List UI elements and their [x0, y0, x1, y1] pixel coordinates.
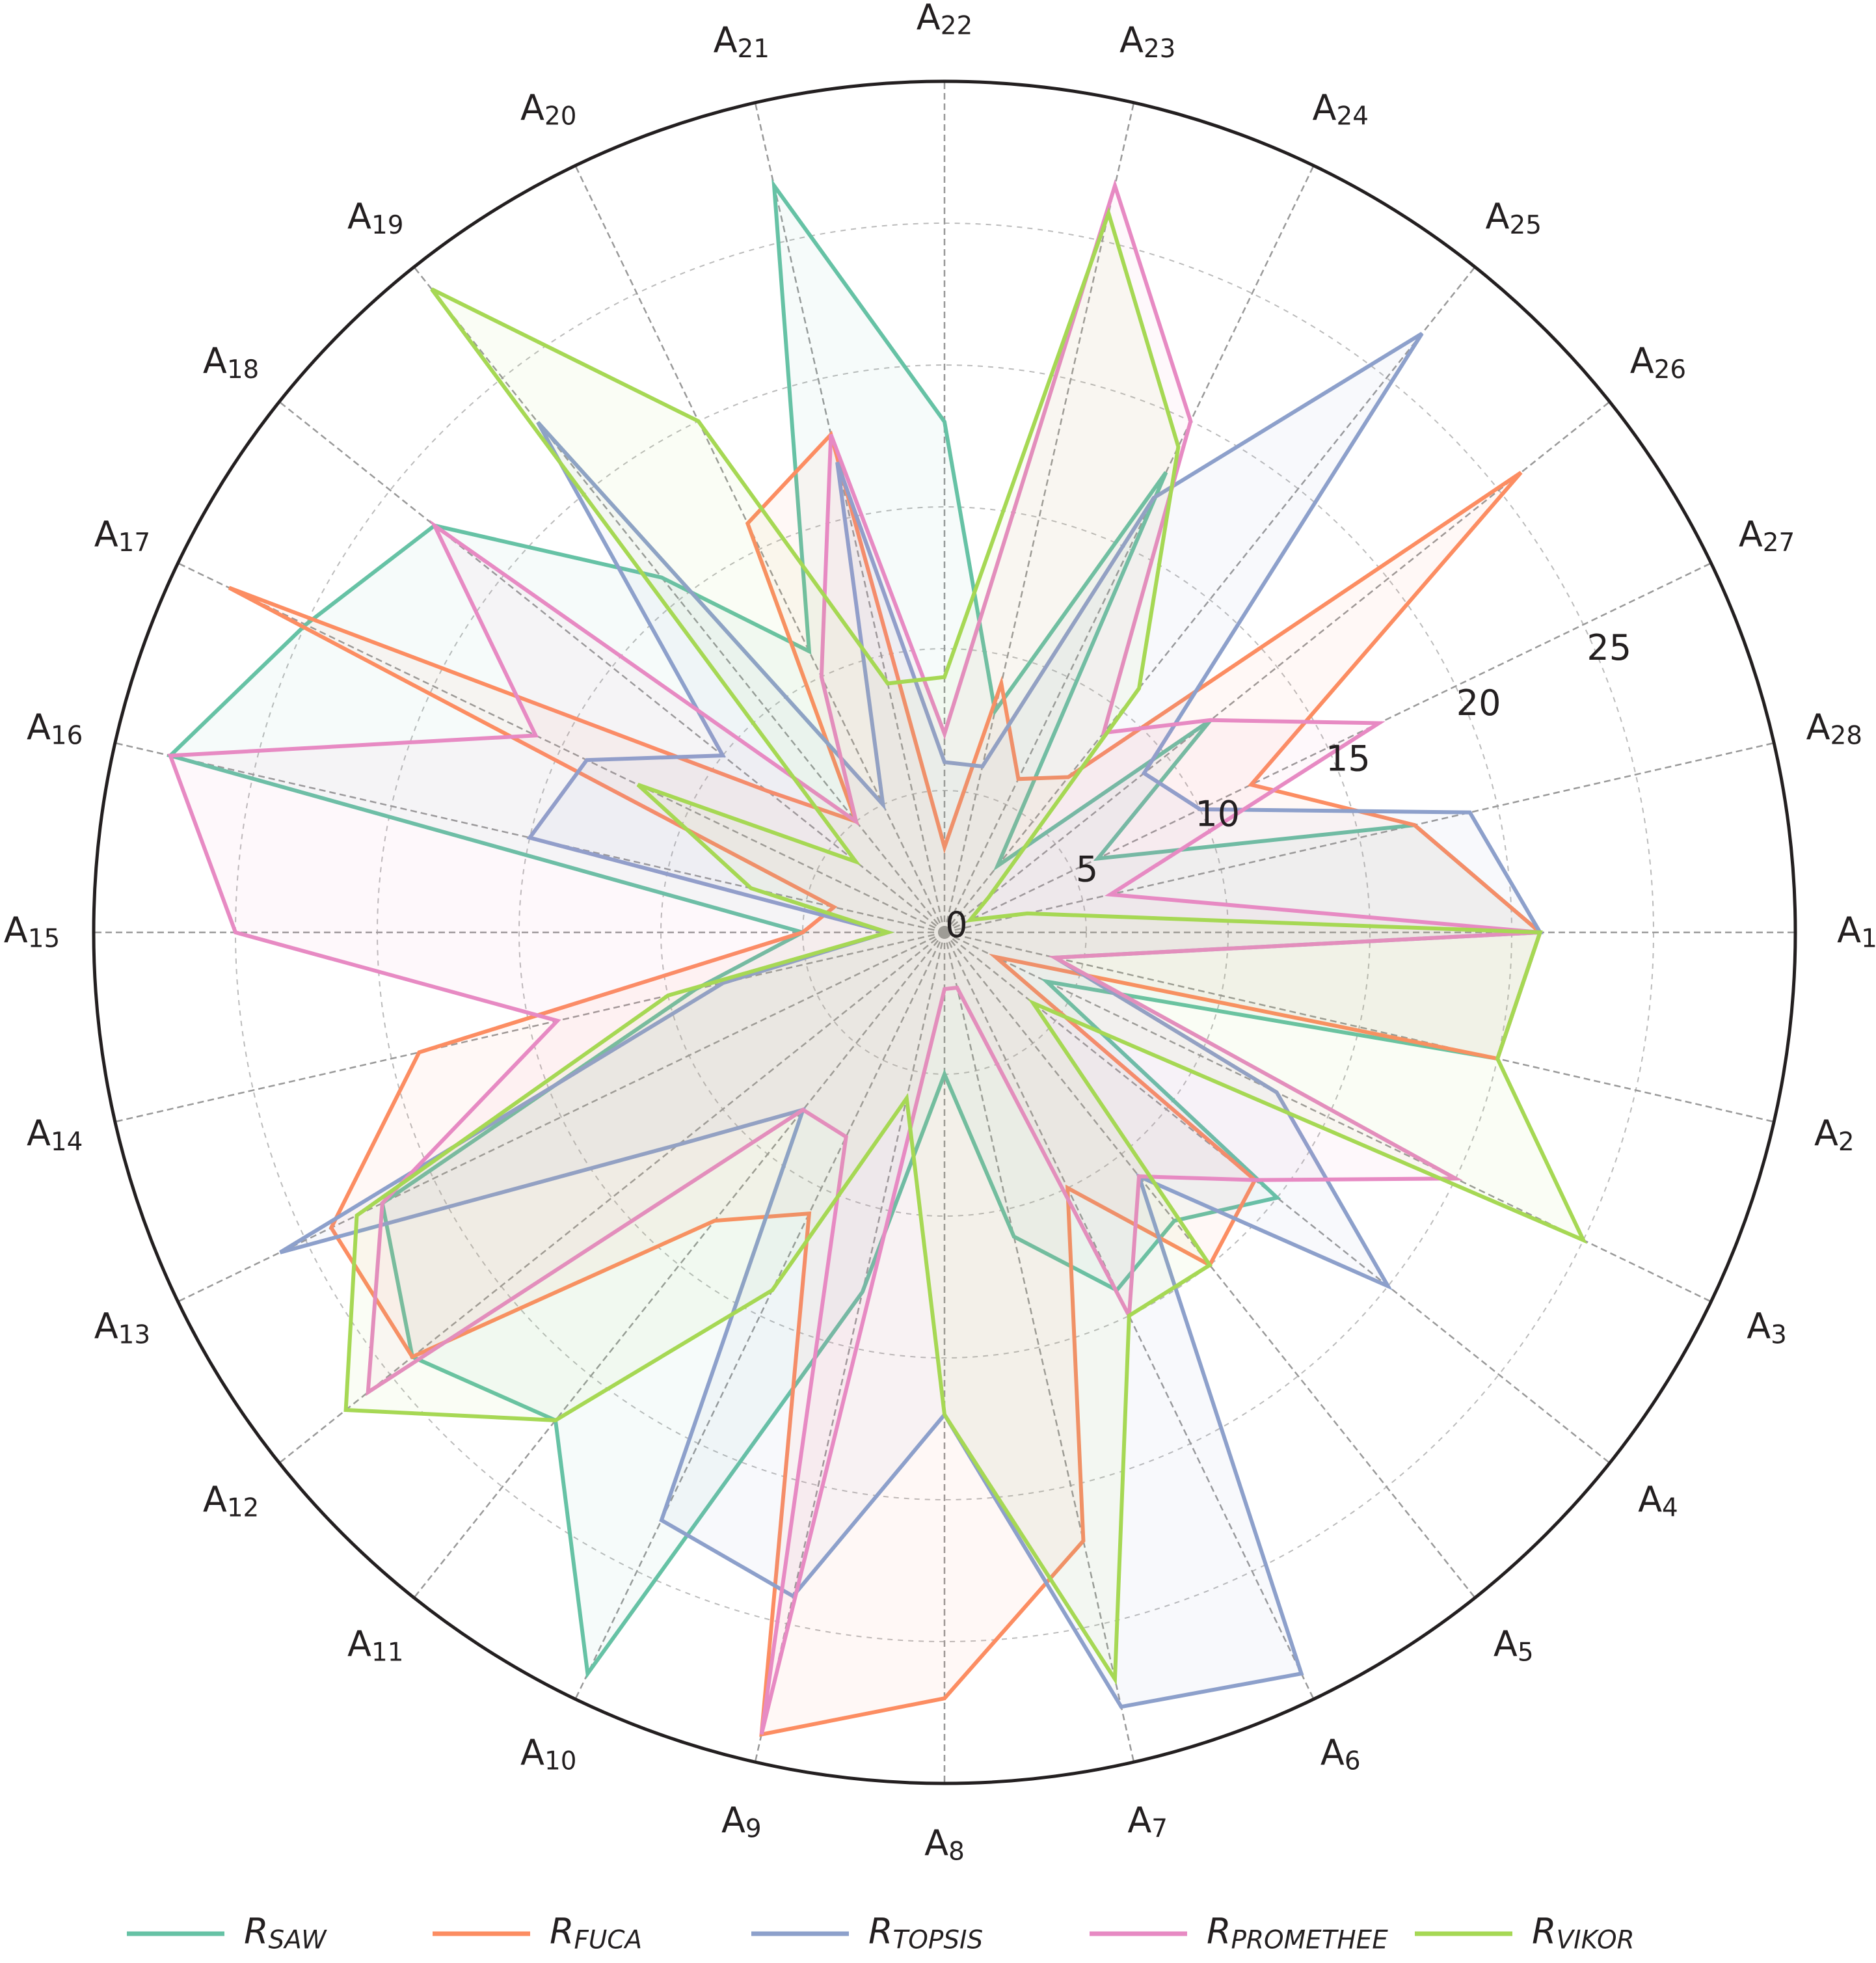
spoke: [944, 932, 1611, 1464]
category-label: A28: [1806, 706, 1862, 750]
series-area: [170, 185, 1540, 1674]
series-area: [280, 333, 1540, 1707]
r-tick-label: 10: [1195, 793, 1240, 834]
r-tick-label: 15: [1326, 738, 1371, 779]
category-label: A22: [917, 0, 972, 40]
category-label: A14: [27, 1113, 83, 1157]
r-tick-label: 0: [945, 904, 967, 945]
frame: [92, 79, 1797, 1785]
category-label: A25: [1486, 196, 1542, 240]
legend-label: RVIKOR: [1532, 1911, 1635, 1955]
legend-label: RSAW: [244, 1911, 327, 1955]
r-tick-label: 20: [1456, 683, 1501, 724]
legend-label: RPROMETHEE: [1207, 1911, 1388, 1955]
category-label: A18: [203, 340, 259, 385]
category-label: A11: [347, 1623, 403, 1668]
spoke: [944, 931, 1775, 1123]
spoke: [944, 266, 1476, 933]
spoke: [944, 562, 1712, 934]
category-label: A12: [203, 1478, 259, 1523]
spoke: [114, 931, 945, 1123]
category-label: A13: [94, 1305, 150, 1349]
category-label: A6: [1320, 1732, 1361, 1776]
category-label: A10: [520, 1732, 576, 1776]
spoke: [944, 401, 1611, 933]
category-label: A17: [94, 513, 150, 558]
spoke: [278, 401, 945, 933]
category-label: A4: [1638, 1478, 1678, 1523]
series-line: [343, 207, 1588, 1686]
category-label: A19: [347, 196, 403, 240]
spoke: [943, 932, 1315, 1700]
spoke: [943, 165, 1315, 933]
r-tick-label: 25: [1587, 627, 1631, 668]
category-label: A15: [4, 910, 60, 954]
category-label: A2: [1814, 1113, 1855, 1157]
category-label: A24: [1313, 87, 1369, 131]
grid-circle: [518, 506, 1371, 1359]
series-area: [170, 185, 1540, 1735]
series-area: [345, 213, 1584, 1679]
spoke: [574, 932, 946, 1700]
legend-label: RTOPSIS: [868, 1911, 983, 1955]
series-line: [167, 179, 1540, 1735]
spoke: [944, 742, 1775, 934]
spoke: [944, 932, 1476, 1599]
spoke: [754, 102, 946, 933]
spoke: [177, 931, 945, 1303]
category-label: A3: [1747, 1305, 1787, 1349]
category-label: A8: [924, 1822, 965, 1867]
r-tick-label: 5: [1076, 849, 1098, 890]
category-label: A1: [1837, 910, 1876, 954]
category-label: A16: [27, 706, 83, 750]
spoke: [278, 932, 945, 1464]
spoke: [943, 932, 1135, 1763]
category-label: A9: [721, 1799, 762, 1843]
category-label: A23: [1119, 20, 1175, 64]
category-label: A5: [1494, 1623, 1534, 1668]
spoke: [413, 932, 945, 1599]
category-label: A27: [1739, 513, 1795, 558]
category-label: A26: [1630, 340, 1686, 385]
category-label: A21: [714, 20, 770, 64]
spoke: [943, 102, 1135, 933]
category-label: A20: [520, 87, 576, 131]
spoke: [114, 742, 945, 934]
legend-label: RFUCA: [550, 1911, 642, 1955]
category-label: A7: [1127, 1799, 1168, 1843]
series-line: [228, 430, 1543, 1737]
